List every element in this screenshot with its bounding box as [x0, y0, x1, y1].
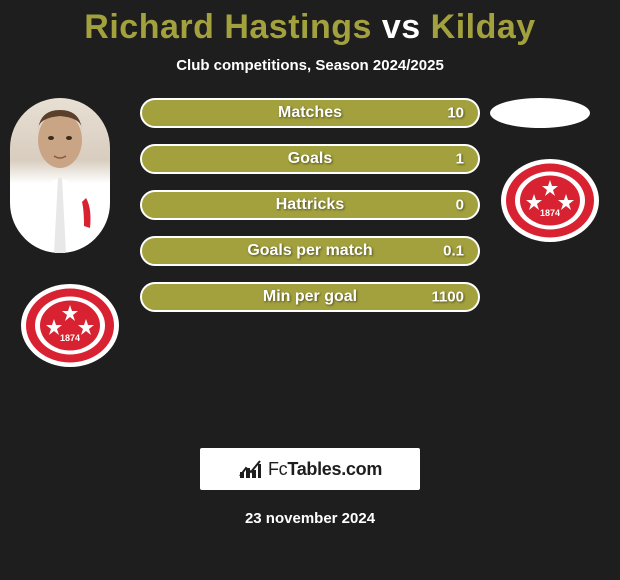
player2-name: Kilday: [431, 8, 536, 46]
stat-value: 1: [456, 151, 464, 168]
vs-text: vs: [382, 8, 421, 46]
brand-text: FcTables.com: [268, 459, 382, 480]
stat-bar: Min per goal 1100: [140, 282, 480, 312]
stat-value: 1100: [431, 289, 464, 306]
player1-name: Richard Hastings: [84, 8, 372, 46]
comparison-area: 1874 1874 Matches 10 Goals 1 Hattricks 0 Goals…: [0, 98, 620, 398]
player1-photo: [10, 98, 110, 253]
player2-club-badge: 1874: [500, 158, 600, 243]
svg-text:1874: 1874: [60, 333, 80, 343]
stat-label: Min per goal: [263, 288, 357, 306]
club-crest-icon: 1874: [500, 158, 600, 243]
svg-text:1874: 1874: [540, 208, 560, 218]
stat-label: Matches: [278, 104, 342, 122]
subtitle: Club competitions, Season 2024/2025: [0, 57, 620, 74]
chart-icon: [238, 458, 262, 480]
stat-value: 0: [456, 197, 464, 214]
player-silhouette-icon: [10, 98, 110, 253]
stat-bar: Goals 1: [140, 144, 480, 174]
stat-bar: Matches 10: [140, 98, 480, 128]
stat-value: 10: [447, 105, 464, 122]
stat-label: Hattricks: [276, 196, 344, 214]
brand-suffix: Tables.com: [287, 459, 382, 479]
stat-label: Goals: [288, 150, 332, 168]
player2-photo-placeholder: [490, 98, 590, 128]
stat-label: Goals per match: [247, 242, 372, 260]
stat-bar: Hattricks 0: [140, 190, 480, 220]
stat-bars: Matches 10 Goals 1 Hattricks 0 Goals per match…: [140, 98, 480, 312]
player1-club-badge: 1874: [20, 283, 120, 368]
stat-bar: Goals per match 0.1: [140, 236, 480, 266]
stat-value: 0.1: [443, 243, 464, 260]
brand-logo: FcTables.com: [200, 448, 420, 490]
club-crest-icon: 1874: [20, 283, 120, 368]
page-title: Richard Hastings vs Kilday: [0, 0, 620, 47]
brand-prefix: Fc: [268, 459, 287, 479]
footer-date: 23 november 2024: [0, 510, 620, 527]
